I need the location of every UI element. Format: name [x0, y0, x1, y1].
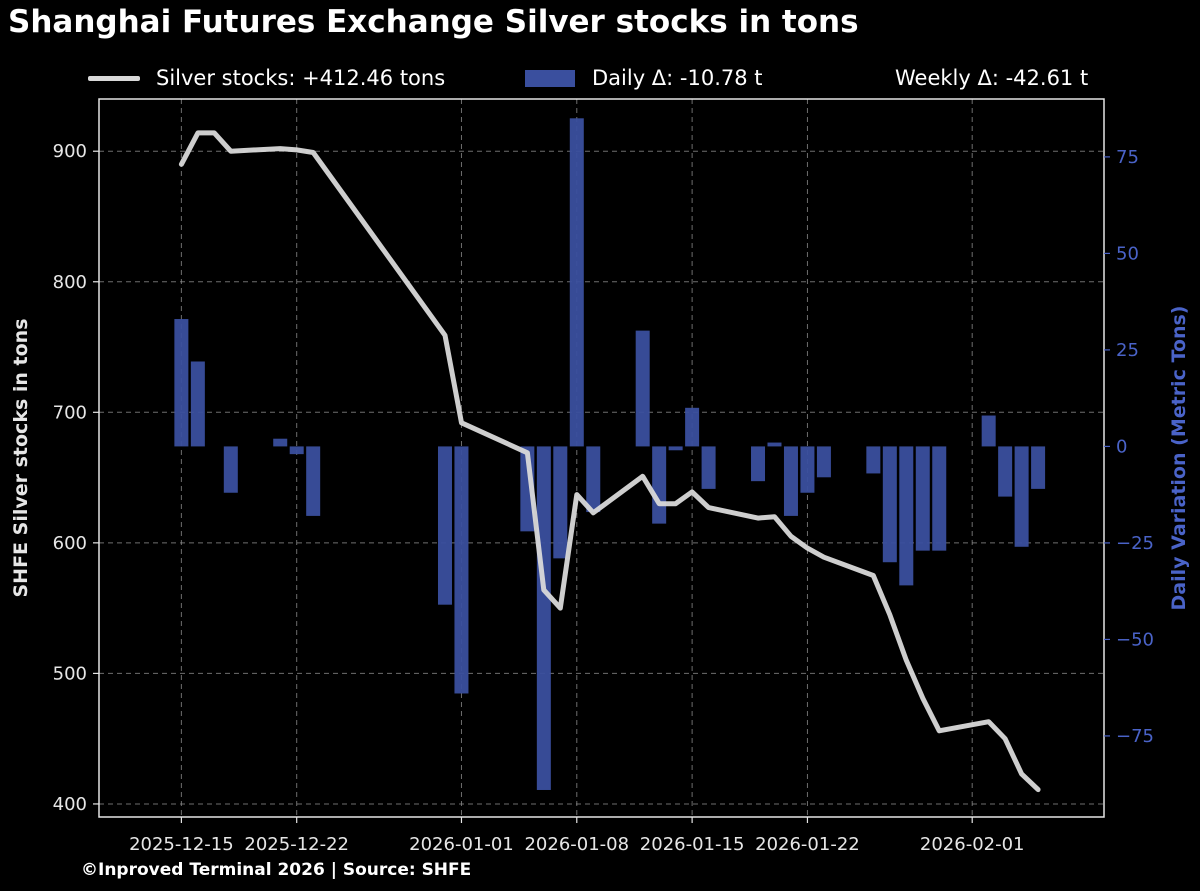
daily-delta-bar [998, 446, 1013, 497]
legend-weekly-label: Weekly Δ: -42.61 t [895, 66, 1089, 90]
chart-title: Shanghai Futures Exchange Silver stocks … [8, 4, 859, 40]
y2-tick-label: −75 [1116, 726, 1154, 747]
x-tick-label: 2025-12-15 [129, 834, 234, 855]
daily-delta-bar [635, 330, 650, 447]
daily-delta-bar [586, 446, 601, 513]
daily-delta-bar [289, 446, 304, 455]
daily-delta-bar [899, 446, 914, 586]
daily-delta-bar [701, 446, 716, 489]
daily-delta-bar [569, 118, 584, 447]
grid-lines [99, 99, 1104, 817]
y2-tick-label: 50 [1116, 243, 1139, 264]
daily-delta-bar [783, 446, 798, 516]
silver-stocks-line [178, 130, 1041, 793]
daily-delta-bar [536, 446, 551, 790]
legend-stocks-label: Silver stocks: +412.46 tons [156, 66, 446, 90]
daily-delta-bar [553, 446, 568, 559]
y-tick-label: 800 [53, 272, 87, 293]
daily-delta-bar [454, 446, 469, 694]
y-tick-label: 500 [53, 663, 87, 684]
x-tick-label: 2026-01-15 [640, 834, 745, 855]
legend-line-swatch [88, 76, 140, 81]
daily-delta-bar [882, 446, 897, 563]
daily-delta-bar [1031, 446, 1046, 489]
daily-delta-bar [866, 446, 881, 474]
daily-delta-bar [652, 446, 667, 524]
daily-delta-bar [932, 446, 947, 551]
daily-delta-bar [668, 446, 683, 451]
y-tick-label: 400 [53, 794, 87, 815]
x-tick-label: 2026-01-08 [524, 834, 629, 855]
daily-delta-bar [816, 446, 831, 478]
x-tick-label: 2026-02-01 [920, 834, 1025, 855]
daily-delta-bar [1014, 446, 1029, 547]
daily-delta-bar [437, 446, 452, 605]
left-y-axis-label: SHFE Silver stocks in tons [10, 318, 32, 597]
legend-bar-swatch [525, 70, 575, 87]
y2-tick-label: 25 [1116, 340, 1139, 361]
daily-delta-bar [223, 446, 238, 493]
y-tick-label: 700 [53, 402, 87, 423]
daily-delta-bar [273, 438, 288, 447]
daily-delta-bar [981, 415, 996, 447]
right-y-axis: 75 50 25 0 −25 −50 −75 [1104, 147, 1154, 747]
daily-delta-bar [190, 361, 205, 447]
daily-delta-bar [751, 446, 766, 482]
daily-delta-bar [306, 446, 321, 516]
right-y-axis-label: Daily Variation (Metric Tons) [1168, 306, 1190, 611]
x-tick-label: 2026-01-22 [755, 834, 860, 855]
daily-delta-bar [685, 407, 700, 447]
y2-tick-label: −50 [1116, 629, 1154, 650]
left-y-axis: 400 500 600 700 800 900 [53, 141, 99, 815]
daily-delta-bar [174, 319, 189, 447]
y2-tick-label: −25 [1116, 533, 1154, 554]
x-tick-label: 2025-12-22 [244, 834, 349, 855]
x-axis: 2025-12-15 2025-12-22 2026-01-01 2026-01-08… [129, 817, 1025, 855]
y-tick-label: 900 [53, 141, 87, 162]
daily-delta-bar [767, 442, 782, 447]
daily-delta-bars [174, 118, 1046, 790]
y-tick-label: 600 [53, 533, 87, 554]
plot-frame [98, 98, 1105, 818]
footer-credit: ©Inproved Terminal 2026 | Source: SHFE [81, 860, 472, 880]
daily-delta-bar [800, 446, 815, 493]
legend-daily-label: Daily Δ: -10.78 t [592, 66, 763, 90]
daily-delta-bar [915, 446, 930, 551]
y2-tick-label: 0 [1116, 436, 1127, 457]
y2-tick-label: 75 [1116, 147, 1139, 168]
x-tick-label: 2026-01-01 [409, 834, 514, 855]
